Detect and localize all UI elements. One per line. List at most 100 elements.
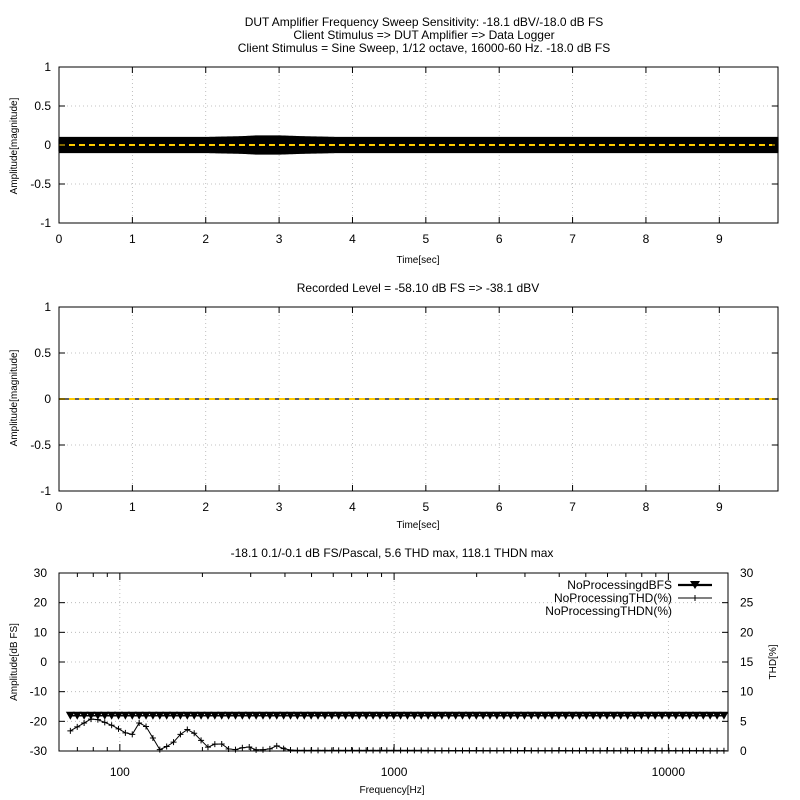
dbfs-point (499, 711, 509, 720)
dbfs-point (409, 711, 419, 720)
dbfs-point (210, 711, 220, 720)
thd-point (74, 723, 81, 730)
legend-entry-label: NoProcessingdBFS (567, 578, 672, 592)
legend-entry-label: NoProcessingTHD(%) (554, 591, 672, 605)
dbfs-point (464, 711, 474, 720)
thd-point (487, 747, 494, 754)
x-axis-label: Frequency[Hz] (359, 785, 424, 796)
dbfs-point (79, 711, 89, 720)
plot-series (58, 398, 779, 400)
y-tick-label: 0.5 (34, 346, 51, 360)
dbfs-point (279, 711, 289, 720)
thd-point (438, 747, 445, 754)
thd-point (204, 744, 211, 751)
y2-tick-label: 30 (740, 566, 754, 580)
dbfs-point (148, 711, 158, 720)
y-axis-label: Amplitude[dB FS] (9, 623, 20, 701)
thd-point (363, 747, 370, 754)
dbfs-point (224, 711, 234, 720)
dbfs-point (623, 711, 633, 720)
x-tick-label: 6 (496, 500, 503, 514)
dbfs-point (609, 711, 619, 720)
y2-tick-label: 15 (740, 655, 754, 669)
dbfs-point (547, 711, 557, 720)
dbfs-point (389, 711, 399, 720)
y-tick-label: 20 (34, 596, 48, 610)
dbfs-point (265, 711, 275, 720)
thd-point (342, 747, 349, 754)
dbfs-point (588, 711, 598, 720)
grid (59, 573, 728, 751)
plot-series (65, 711, 729, 754)
waveform-recorded-chart: Recorded Level = -58.10 dB FS => -38.1 d… (9, 281, 779, 531)
dbfs-point (423, 711, 433, 720)
thd-point (356, 747, 363, 754)
thd-point (170, 739, 177, 746)
thd-point (122, 729, 129, 736)
dbfs-point (561, 711, 571, 720)
dbfs-point (451, 711, 461, 720)
x-tick-label: 7 (569, 500, 576, 514)
series-thd (67, 716, 727, 754)
dbfs-point (705, 711, 715, 720)
frequency-response-chart: -18.1 0.1/-0.1 dB FS/Pascal, 5.6 THD max… (9, 546, 779, 796)
legend-entry-label: NoProcessingTHDN(%) (545, 604, 672, 618)
dbfs-point (478, 711, 488, 720)
x-tick-label: 10000 (652, 765, 686, 779)
dbfs-point (361, 711, 371, 720)
dbfs-point (657, 711, 667, 720)
dbfs-point (120, 711, 130, 720)
y-tick-label: -1 (40, 216, 51, 230)
legend-entry-marker (692, 595, 698, 601)
dbfs-point (540, 711, 550, 720)
dbfs-point (258, 711, 268, 720)
y-tick-label: -0.5 (30, 438, 51, 452)
thd-point (466, 747, 473, 754)
thd-point (94, 716, 101, 723)
thd-point (315, 747, 322, 754)
x-tick-label: 8 (643, 500, 650, 514)
chart-title: Recorded Level = -58.10 dB FS => -38.1 d… (297, 281, 539, 295)
dbfs-point (189, 711, 199, 720)
dbfs-point (471, 711, 481, 720)
dbfs-point (396, 711, 406, 720)
x-tick-label: 100 (110, 765, 130, 779)
dbfs-point (217, 711, 227, 720)
x-axis-label: Time[sec] (397, 520, 440, 531)
dbfs-point (650, 711, 660, 720)
legend-entry-marker (690, 581, 700, 589)
thd-point (143, 723, 150, 730)
dbfs-point (341, 711, 351, 720)
dbfs-point (526, 711, 536, 720)
x-tick-label: 2 (202, 232, 209, 246)
chart-title: -18.1 0.1/-0.1 dB FS/Pascal, 5.6 THD max… (231, 546, 554, 560)
dbfs-point (519, 711, 529, 720)
x-tick-label: 3 (276, 232, 283, 246)
y-tick-label: 0 (40, 655, 47, 669)
dbfs-point (65, 711, 75, 720)
thd-point (431, 747, 438, 754)
x-tick-label: 1 (129, 500, 136, 514)
thd-point (321, 747, 328, 754)
dbfs-point (444, 711, 454, 720)
thd-point (129, 731, 136, 738)
y-tick-label: 10 (34, 625, 48, 639)
thd-point (253, 746, 260, 753)
dbfs-point (685, 711, 695, 720)
dbfs-point (581, 711, 591, 720)
dbfs-point (554, 711, 564, 720)
dbfs-point (306, 711, 316, 720)
y-tick-label: 1 (44, 300, 51, 314)
dbfs-point (382, 711, 392, 720)
thd-point (191, 730, 198, 737)
dbfs-point (678, 711, 688, 720)
chart-title-line-2: Client Stimulus => DUT Amplifier => Data… (293, 28, 554, 42)
x-tick-label: 3 (276, 500, 283, 514)
dbfs-point (664, 711, 674, 720)
dbfs-point (299, 711, 309, 720)
thd-point (218, 741, 225, 748)
dbfs-point (719, 711, 729, 720)
y2-tick-label: 25 (740, 596, 754, 610)
y-axis-label: Amplitude[magnitude] (9, 349, 20, 446)
